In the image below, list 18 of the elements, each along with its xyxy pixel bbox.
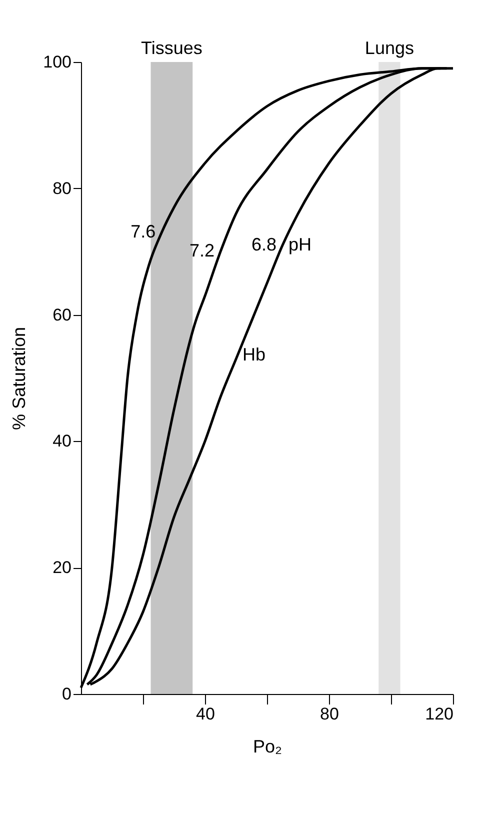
y-tick-label: 60 xyxy=(52,305,72,324)
annotation: Hb xyxy=(242,344,266,364)
band-label: Lungs xyxy=(364,38,414,58)
y-tick-label: 40 xyxy=(52,432,72,451)
series-label: 7.6 xyxy=(130,222,156,242)
x-tick-label: 40 xyxy=(196,704,215,724)
series-label: 7.2 xyxy=(189,240,214,261)
x-axis-title: Po₂ xyxy=(252,736,282,756)
annotation: pH xyxy=(288,234,312,254)
series-label: 6.8 xyxy=(251,234,276,254)
y-tick-label: 20 xyxy=(52,558,72,578)
y-tick-label: 0 xyxy=(62,684,72,704)
y-tick-label: 100 xyxy=(43,52,72,72)
y-tick-label: 80 xyxy=(52,178,72,198)
x-tick-label: 80 xyxy=(320,704,339,724)
band-label: Tissues xyxy=(140,38,202,58)
y-axis-title: % Saturation xyxy=(9,326,30,430)
x-tick-label: 120 xyxy=(425,704,454,724)
